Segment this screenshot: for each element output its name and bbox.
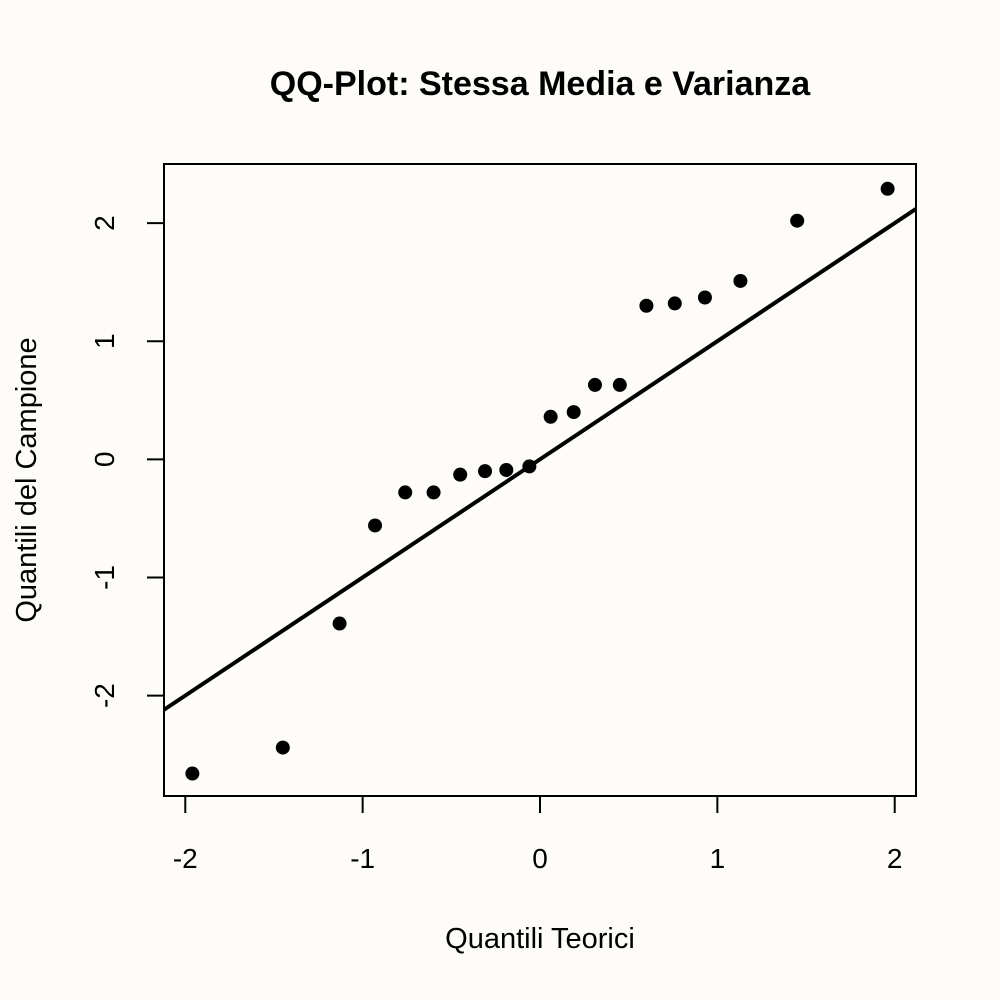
- data-point: [667, 296, 682, 311]
- y-tick-label: 1: [89, 333, 120, 349]
- reference-line: [162, 207, 918, 712]
- data-point: [880, 181, 895, 196]
- data-point: [697, 290, 712, 305]
- y-tick-label: -1: [89, 565, 120, 590]
- data-point: [332, 616, 347, 631]
- data-point: [543, 409, 558, 424]
- y-tick-label: 2: [89, 215, 120, 231]
- x-axis: -2 -1 0 1 2: [173, 795, 903, 874]
- data-point: [426, 485, 441, 500]
- plot-frame: [163, 163, 917, 797]
- x-tick-label: -1: [350, 843, 375, 874]
- x-tick-label: 0: [532, 843, 548, 874]
- data-point: [185, 766, 200, 781]
- data-point: [733, 273, 748, 288]
- y-tick-label: -2: [89, 683, 120, 708]
- data-point: [612, 377, 627, 392]
- data-point: [398, 485, 413, 500]
- x-tick-label: -2: [173, 843, 198, 874]
- data-point: [478, 464, 493, 479]
- x-tick-label: 2: [887, 843, 903, 874]
- data-point: [639, 298, 654, 313]
- data-point: [587, 377, 602, 392]
- y-axis-label: Quantili del Campione: [11, 337, 43, 622]
- data-point: [566, 405, 581, 420]
- data-point: [499, 462, 514, 477]
- y-axis: -2 -1 0 1 2: [89, 215, 165, 708]
- data-point: [453, 467, 468, 482]
- data-point: [790, 213, 805, 228]
- chart-title: QQ-Plot: Stessa Media e Varianza: [270, 65, 812, 103]
- points-layer: [185, 181, 895, 781]
- data-point: [522, 459, 537, 474]
- data-point: [275, 740, 290, 755]
- data-point: [368, 518, 383, 533]
- x-tick-label: 1: [710, 843, 726, 874]
- x-axis-label: Quantili Teorici: [445, 923, 635, 955]
- reference-line-layer: [162, 207, 918, 712]
- y-tick-label: 0: [89, 452, 120, 468]
